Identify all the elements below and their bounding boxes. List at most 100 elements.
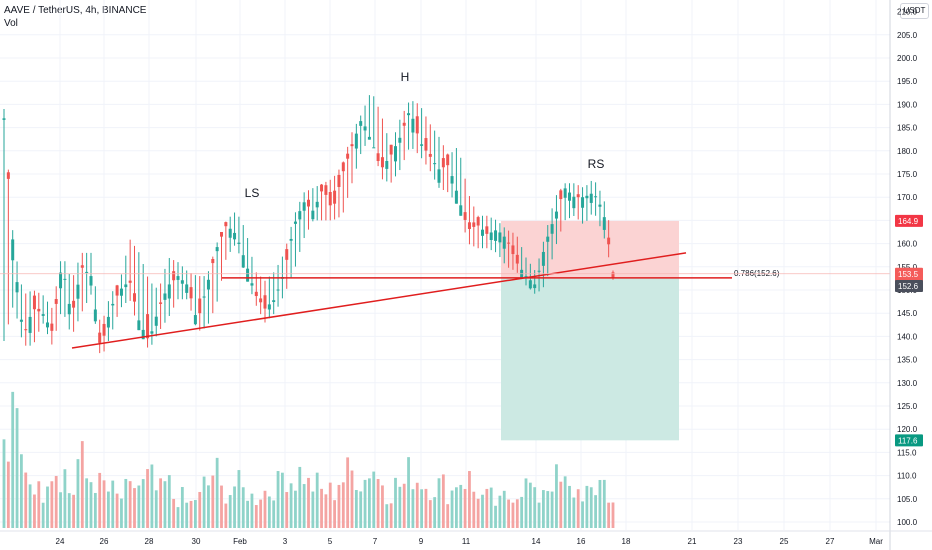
candle[interactable]: [394, 146, 397, 162]
candle[interactable]: [315, 201, 319, 208]
candle[interactable]: [80, 265, 84, 268]
candle[interactable]: [498, 232, 502, 243]
candle[interactable]: [41, 314, 45, 316]
candle[interactable]: [450, 176, 454, 184]
candle[interactable]: [507, 242, 511, 244]
candle[interactable]: [441, 158, 445, 168]
candle[interactable]: [559, 190, 563, 200]
candle[interactable]: [259, 298, 263, 303]
candle[interactable]: [389, 144, 393, 155]
candle[interactable]: [285, 249, 289, 260]
candle[interactable]: [459, 205, 463, 216]
candle[interactable]: [302, 202, 306, 211]
candle[interactable]: [159, 302, 163, 304]
candle[interactable]: [541, 251, 545, 266]
candle[interactable]: [198, 298, 202, 314]
candle[interactable]: [185, 284, 189, 293]
candle[interactable]: [111, 303, 115, 306]
candle[interactable]: [407, 113, 411, 116]
candle[interactable]: [189, 287, 193, 299]
candle[interactable]: [341, 162, 345, 172]
stop-loss-zone[interactable]: [501, 220, 679, 278]
candle[interactable]: [172, 271, 176, 281]
candle[interactable]: [89, 276, 93, 286]
candle[interactable]: [102, 323, 106, 336]
candle[interactable]: [328, 192, 332, 206]
neckline-trendline[interactable]: [71, 252, 687, 349]
candle[interactable]: [63, 278, 67, 280]
candle[interactable]: [215, 247, 219, 252]
candle[interactable]: [494, 230, 498, 241]
candle[interactable]: [167, 284, 171, 299]
candle[interactable]: [433, 163, 437, 165]
candle[interactable]: [150, 331, 154, 334]
candle[interactable]: [146, 314, 150, 339]
candle[interactable]: [67, 303, 71, 315]
candle[interactable]: [346, 153, 350, 159]
volume-indicator-label[interactable]: Vol: [4, 18, 18, 29]
candle[interactable]: [15, 282, 19, 293]
candle[interactable]: [572, 196, 576, 209]
candle[interactable]: [463, 212, 467, 220]
candle[interactable]: [415, 116, 419, 134]
candle[interactable]: [537, 270, 541, 272]
target-price-tag-bg[interactable]: [895, 434, 923, 447]
candle[interactable]: [163, 293, 167, 300]
candle[interactable]: [263, 295, 267, 309]
candle[interactable]: [589, 193, 593, 203]
candle[interactable]: [254, 291, 258, 297]
candle[interactable]: [6, 172, 10, 179]
candle[interactable]: [250, 283, 254, 286]
candle[interactable]: [598, 204, 602, 207]
candle[interactable]: [420, 144, 424, 146]
candle[interactable]: [446, 154, 450, 166]
candle[interactable]: [137, 320, 141, 331]
candle[interactable]: [211, 259, 215, 264]
candle[interactable]: [289, 238, 293, 241]
candle[interactable]: [376, 153, 380, 162]
candle[interactable]: [59, 272, 63, 289]
candle[interactable]: [563, 188, 567, 198]
symbol-title[interactable]: AAVE / TetherUS, 4h, BINANCE: [4, 5, 147, 16]
candle[interactable]: [128, 280, 132, 283]
current-price-tag-bg[interactable]: [895, 279, 923, 292]
candle[interactable]: [607, 237, 611, 245]
candle[interactable]: [307, 199, 310, 207]
candle[interactable]: [354, 133, 358, 149]
candle[interactable]: [554, 211, 558, 219]
candle[interactable]: [180, 280, 184, 284]
candle[interactable]: [246, 268, 250, 282]
candle[interactable]: [298, 211, 302, 220]
candle[interactable]: [98, 332, 102, 343]
candle[interactable]: [402, 122, 406, 126]
candle[interactable]: [72, 300, 76, 308]
candle[interactable]: [124, 284, 128, 288]
candle[interactable]: [550, 224, 554, 234]
candle[interactable]: [76, 284, 80, 299]
candle[interactable]: [585, 195, 589, 199]
candle[interactable]: [502, 236, 506, 249]
candle[interactable]: [611, 272, 615, 278]
candle[interactable]: [485, 226, 489, 234]
candle[interactable]: [276, 289, 280, 291]
candle[interactable]: [528, 280, 532, 289]
candle[interactable]: [85, 271, 89, 273]
candle[interactable]: [176, 276, 180, 280]
candle[interactable]: [454, 190, 458, 204]
candle[interactable]: [50, 323, 54, 331]
candle[interactable]: [133, 293, 136, 302]
candle[interactable]: [546, 236, 550, 242]
candle[interactable]: [472, 222, 476, 227]
candle[interactable]: [576, 194, 580, 198]
candle[interactable]: [11, 239, 15, 261]
candle[interactable]: [380, 157, 384, 168]
candle[interactable]: [359, 121, 363, 126]
candle[interactable]: [428, 153, 432, 157]
candle[interactable]: [367, 136, 371, 140]
candle[interactable]: [93, 309, 97, 322]
candle[interactable]: [533, 284, 537, 289]
candle[interactable]: [424, 138, 428, 151]
candle[interactable]: [141, 329, 145, 340]
candle[interactable]: [363, 126, 367, 131]
